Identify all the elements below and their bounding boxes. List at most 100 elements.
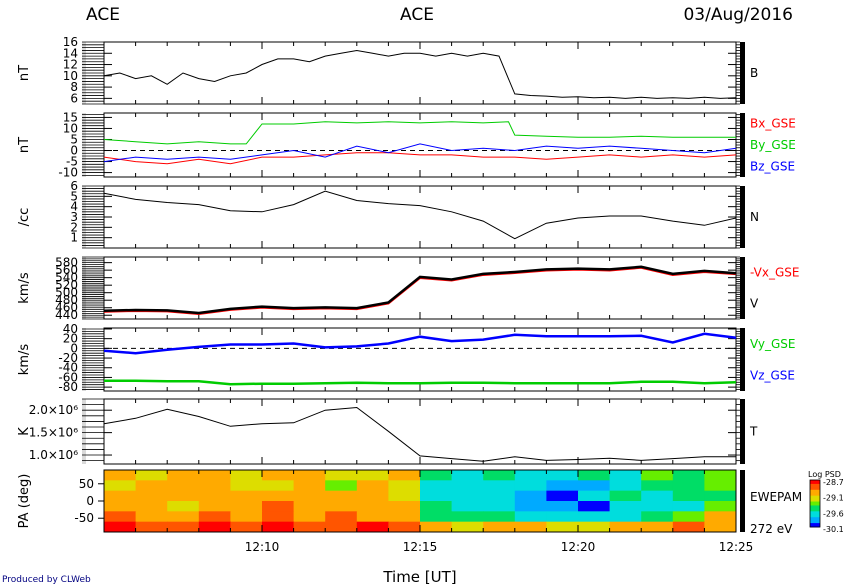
time-axis: 12:10 12:15 12:20 12:25 [103, 470, 754, 554]
y-tick-label: 20 [63, 332, 78, 346]
colorbar-tick: -30.1 [823, 525, 844, 534]
y-tick-label: 0 [70, 144, 78, 158]
right-axis-bar [740, 257, 745, 319]
spectrogram-cell [293, 521, 326, 533]
y-tick-label: 8 [70, 80, 78, 94]
spectrogram-cell [672, 480, 705, 492]
y-tick-label: 40 [63, 322, 78, 336]
series-Vy_GSE [104, 379, 737, 386]
spectrogram-cell [451, 521, 484, 533]
spectrogram-cell [672, 511, 705, 523]
y-axis-label: PA (deg) [17, 474, 32, 529]
spectrogram-cell [388, 501, 421, 512]
y-tick-label: 10 [63, 121, 78, 135]
spectrogram-cell [356, 470, 389, 481]
spectrogram-cell [451, 511, 484, 523]
colorbar-title: Log PSD [808, 470, 841, 479]
y-tick-label: 0 [86, 494, 94, 508]
y-tick-label: 3 [70, 210, 78, 224]
y-tick-label: 16 [63, 35, 78, 49]
pitch-angle-spectrogram: 50 0 -50 PA (deg) EWEPAM 272 eV [17, 469, 802, 536]
spectrogram-cell [230, 511, 263, 523]
spectrogram-cell [388, 521, 421, 533]
spectrogram-cell [483, 490, 516, 502]
spectrogram-cell [483, 521, 516, 533]
spectrogram-cell [167, 490, 200, 502]
colorbar-segment [810, 523, 820, 526]
colorbar-segment [810, 485, 820, 489]
spectrogram-cell [230, 521, 263, 533]
colorbar-tick: -29.1 [823, 494, 844, 503]
y-tick-label: 12 [63, 58, 78, 72]
spectrogram-cell [198, 470, 231, 481]
panel-t: 1.0×10⁶ 1.5×10⁶ 2.0×10⁶ K T [17, 398, 758, 465]
y-tick-label: 480 [55, 293, 78, 307]
right-axis-bar [740, 328, 745, 391]
spectrogram-cell [388, 490, 421, 502]
y-tick-label: 580 [55, 256, 78, 270]
colorbar-segment [810, 513, 820, 516]
panel-frame [103, 398, 737, 465]
spectrogram-cell [167, 511, 200, 523]
x-axis-label: Time [UT] [382, 568, 456, 584]
colorbar-tick: -29.6 [823, 509, 844, 518]
y-tick-label: 540 [55, 271, 78, 285]
colorbar-segment [810, 511, 820, 514]
y-tick-label: 15 [63, 110, 78, 124]
spectrogram-cell [609, 490, 642, 502]
series-B [103, 49, 737, 99]
spectrogram-cell [578, 480, 611, 492]
series-V [103, 265, 737, 315]
spectrogram-cell [483, 470, 516, 481]
y-tick-label: -50 [74, 511, 94, 525]
x-tick-label: 12:25 [719, 540, 754, 554]
spectrogram-cell [104, 521, 137, 533]
spectrogram-cell [198, 501, 231, 512]
spectrogram-cell [546, 470, 579, 481]
spectrogram-cell [325, 521, 358, 533]
colorbar-segment [810, 495, 820, 499]
series-Bz_GSE [103, 143, 737, 163]
x-tick-label: 12:20 [561, 540, 596, 554]
spectrogram-cell [546, 490, 579, 502]
spectrogram-cell [514, 490, 547, 502]
spectrogram-cell [167, 501, 200, 512]
colorbar-segment [810, 519, 820, 522]
header-left: ACE [86, 5, 120, 25]
spectrogram-cell [641, 490, 674, 502]
spectrogram-cell [546, 480, 579, 492]
spectrogram-cell [104, 480, 137, 492]
spectrogram-cell [293, 480, 326, 492]
y-tick-label: 1.0×10⁶ [29, 448, 78, 462]
legend--Vx_GSE: -Vx_GSE [750, 266, 799, 280]
spectrogram-cell [198, 521, 231, 533]
spectrogram-cell [420, 511, 453, 523]
spectrogram-cell [198, 511, 231, 523]
colorbar-segment [810, 525, 820, 528]
spectrogram-label: EWEPAM [750, 490, 802, 504]
spectrogram-cell [672, 501, 705, 512]
spectrogram-cell [167, 521, 200, 533]
y-tick-label: 6 [70, 91, 78, 105]
y-tick-label: -80 [58, 380, 78, 394]
spectrogram-cell [388, 480, 421, 492]
spectrogram-cell [230, 480, 263, 492]
spectrogram-cell [198, 480, 231, 492]
spectrogram-cell [104, 501, 137, 512]
spectrogram-cell [704, 511, 737, 523]
spectrogram-cell [420, 521, 453, 533]
legend-By_GSE: By_GSE [750, 138, 796, 152]
spectrogram-cell [388, 470, 421, 481]
right-axis-bar [740, 186, 745, 248]
spectrogram-cell [262, 501, 295, 512]
y-axis-label: K [17, 427, 32, 436]
spectrogram-cell [704, 501, 737, 512]
y-axis-label: km/s [17, 344, 32, 376]
y-tick-label: 520 [55, 278, 78, 292]
spectrogram-cell [704, 521, 737, 533]
spectrogram-cell [325, 470, 358, 481]
y-tick-label: 4 [70, 200, 78, 214]
